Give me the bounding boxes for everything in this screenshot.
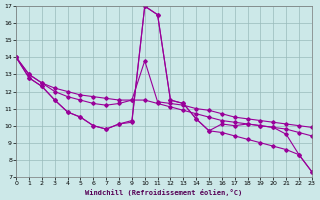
X-axis label: Windchill (Refroidissement éolien,°C): Windchill (Refroidissement éolien,°C): [85, 189, 243, 196]
